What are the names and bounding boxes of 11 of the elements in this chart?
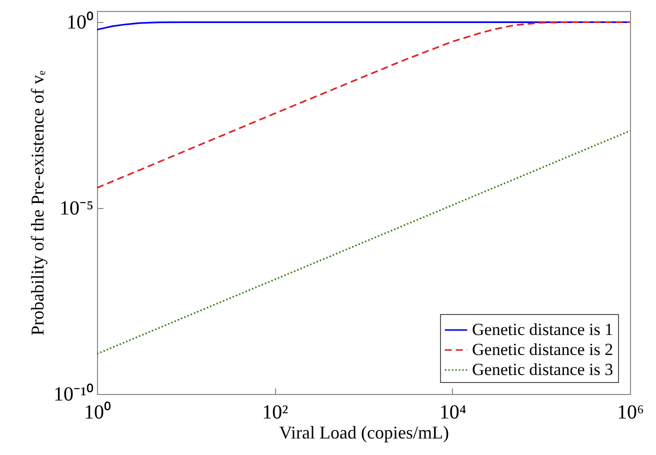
line-series [97, 130, 630, 355]
legend-label: Genetic distance is 1 [472, 320, 614, 339]
x-axis-title: Viral Load (copies/mL) [279, 422, 449, 442]
y-axis-title: Probability of the Pre-existence of vₑ [28, 70, 48, 336]
legend-label: Genetic distance is 3 [472, 360, 614, 379]
x-tick-label: 10⁴ [439, 402, 466, 424]
y-tick-label: 10⁻⁵ [60, 198, 94, 220]
x-tick-label: 10⁶ [617, 402, 644, 424]
y-tick-label: 10⁰ [66, 10, 94, 34]
x-tick-label: 10² [262, 402, 288, 424]
legend-label: Genetic distance is 2 [472, 340, 614, 359]
